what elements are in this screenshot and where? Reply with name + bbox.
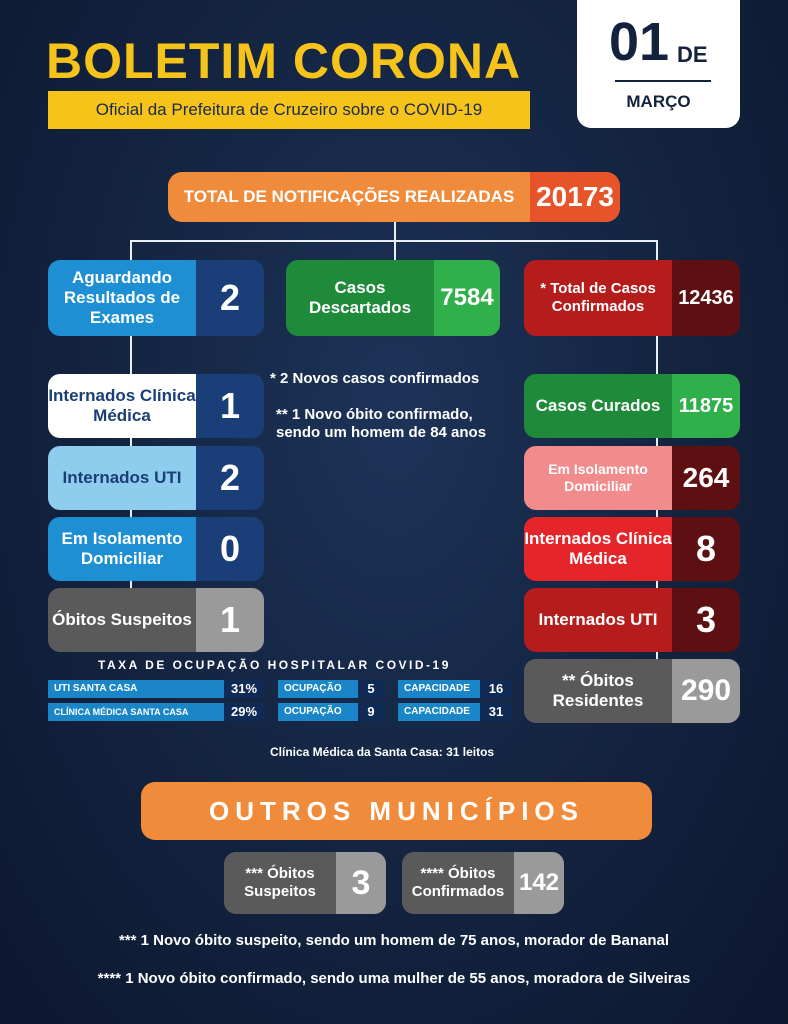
right-icu-value: 3 — [672, 588, 740, 652]
resident-deaths-value: 290 — [672, 659, 740, 723]
connector-line — [394, 222, 396, 242]
occupancy-row-percent: 29% — [224, 703, 264, 721]
suspected-deaths-label: Óbitos Suspeitos — [48, 588, 196, 652]
right-clinic-card: Internados Clínica Médica 8 — [524, 517, 740, 581]
suspected-deaths-value: 1 — [196, 588, 264, 652]
occupancy-row-percent: 31% — [224, 680, 264, 698]
right-clinic-value: 8 — [672, 517, 740, 581]
recovered-card: Casos Curados 11875 — [524, 374, 740, 438]
total-notifications-banner: TOTAL DE NOTIFICAÇÕES REALIZADAS 20173 — [168, 172, 620, 222]
left-isolation-label: Em Isolamento Domiciliar — [48, 517, 196, 581]
capacity-label: CAPACIDADE — [398, 703, 480, 721]
resident-deaths-label: ** Óbitos Residentes — [524, 659, 672, 723]
left-isolation-card: Em Isolamento Domiciliar 0 — [48, 517, 264, 581]
note-new-death-line1: ** 1 Novo óbito confirmado, — [276, 406, 473, 423]
total-notifications-value: 20173 — [530, 172, 620, 222]
other-suspected-deaths-value: 3 — [336, 852, 386, 914]
date-month: MARÇO — [626, 92, 691, 111]
other-municipalities-banner: OUTROS MUNICÍPIOS — [141, 782, 652, 840]
date-card: 01 DE MARÇO — [577, 0, 740, 128]
other-confirmed-deaths-card: **** Óbitos Confirmados 142 — [402, 852, 564, 914]
occupancy-label: OCUPAÇÃO — [278, 703, 358, 721]
bulletin-title: BOLETIM CORONA — [46, 33, 522, 89]
other-confirmed-deaths-value: 142 — [514, 852, 564, 914]
date-day: 01 — [609, 12, 670, 72]
capacity-label: CAPACIDADE — [398, 680, 480, 698]
suspected-deaths-card: Óbitos Suspeitos 1 — [48, 588, 264, 652]
left-icu-value: 2 — [196, 446, 264, 510]
right-isolation-value: 264 — [672, 446, 740, 510]
occupancy-row-name: CLÍNICA MÉDICA SANTA CASA — [48, 703, 224, 721]
discarded-cases-value: 7584 — [434, 260, 500, 336]
recovered-label: Casos Curados — [524, 374, 672, 438]
right-isolation-card: Em Isolamento Domiciliar 264 — [524, 446, 740, 510]
left-clinic-card: Internados Clínica Médica 1 — [48, 374, 264, 438]
discarded-cases-card: Casos Descartados 7584 — [286, 260, 500, 336]
occupancy-title: TAXA DE OCUPAÇÃO HOSPITALAR COVID-19 — [98, 658, 451, 672]
note-new-cases: * 2 Novos casos confirmados — [270, 370, 480, 387]
right-isolation-label: Em Isolamento Domiciliar — [524, 446, 672, 510]
footnote-suspected: *** 1 Novo óbito suspeito, sendo um home… — [118, 932, 670, 949]
left-clinic-label: Internados Clínica Médica — [48, 374, 196, 438]
beds-note: Clínica Médica da Santa Casa: 31 leitos — [270, 745, 495, 759]
occupancy-row-name: UTI SANTA CASA — [48, 680, 224, 698]
left-clinic-value: 1 — [196, 374, 264, 438]
connector-line — [394, 240, 396, 262]
connector-line — [130, 240, 132, 262]
right-icu-label: Internados UTI — [524, 588, 672, 652]
other-confirmed-deaths-label: **** Óbitos Confirmados — [411, 865, 505, 900]
connector-line — [656, 240, 658, 262]
date-divider — [615, 80, 711, 82]
right-icu-card: Internados UTI 3 — [524, 588, 740, 652]
discarded-cases-label: Casos Descartados — [286, 260, 434, 336]
other-suspected-deaths-card: *** Óbitos Suspeitos 3 — [224, 852, 386, 914]
capacity-value: 31 — [480, 703, 512, 721]
date-de: DE — [677, 42, 708, 67]
recovered-value: 11875 — [672, 374, 740, 438]
awaiting-results-label: Aguardando Resultados de Exames — [48, 260, 196, 336]
left-isolation-value: 0 — [196, 517, 264, 581]
confirmed-cases-label: * Total de Casos Confirmados — [524, 260, 672, 336]
awaiting-results-value: 2 — [196, 260, 264, 336]
confirmed-cases-value: 12436 — [672, 260, 740, 336]
bulletin-subtitle: Oficial da Prefeitura de Cruzeiro sobre … — [48, 91, 530, 129]
total-notifications-label: TOTAL DE NOTIFICAÇÕES REALIZADAS — [183, 187, 515, 206]
footnote-confirmed: **** 1 Novo óbito confirmado, sendo uma … — [97, 970, 691, 987]
right-clinic-label: Internados Clínica Médica — [524, 517, 672, 581]
left-icu-label: Internados UTI — [48, 446, 196, 510]
occupancy-value: 9 — [358, 703, 384, 721]
left-icu-card: Internados UTI 2 — [48, 446, 264, 510]
awaiting-results-card: Aguardando Resultados de Exames 2 — [48, 260, 264, 336]
resident-deaths-card: ** Óbitos Residentes 290 — [524, 659, 740, 723]
capacity-value: 16 — [480, 680, 512, 698]
occupancy-label: OCUPAÇÃO — [278, 680, 358, 698]
occupancy-value: 5 — [358, 680, 384, 698]
note-new-death-line2: sendo um homem de 84 anos — [276, 424, 487, 441]
other-suspected-deaths-label: *** Óbitos Suspeitos — [244, 865, 316, 900]
confirmed-cases-card: * Total de Casos Confirmados 12436 — [524, 260, 740, 336]
